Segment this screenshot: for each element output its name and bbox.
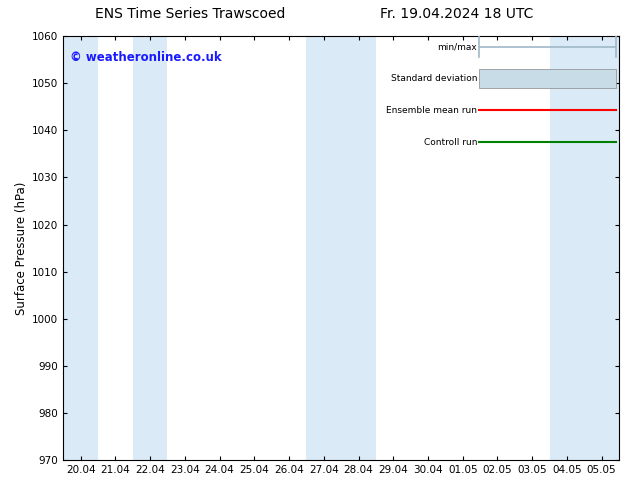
Text: Ensemble mean run: Ensemble mean run — [386, 106, 477, 115]
Bar — [63, 36, 98, 460]
Bar — [306, 36, 341, 460]
Bar — [341, 36, 376, 460]
Bar — [306, 36, 341, 460]
Text: min/max: min/max — [437, 42, 477, 51]
Bar — [550, 36, 585, 460]
Text: © weatheronline.co.uk: © weatheronline.co.uk — [70, 51, 221, 64]
Bar — [550, 36, 585, 460]
Bar — [479, 69, 616, 88]
Bar — [63, 36, 98, 460]
Bar — [133, 36, 167, 460]
Bar — [133, 36, 167, 460]
Text: ENS Time Series Trawscoed: ENS Time Series Trawscoed — [95, 7, 285, 22]
Text: Controll run: Controll run — [424, 138, 477, 147]
Y-axis label: Surface Pressure (hPa): Surface Pressure (hPa) — [15, 181, 28, 315]
Bar — [585, 36, 619, 460]
Text: Fr. 19.04.2024 18 UTC: Fr. 19.04.2024 18 UTC — [380, 7, 533, 22]
Text: Standard deviation: Standard deviation — [391, 74, 477, 83]
